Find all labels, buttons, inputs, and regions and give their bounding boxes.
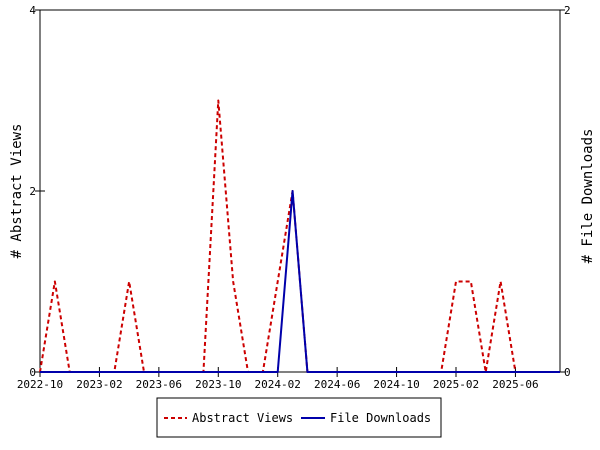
y-right-tick-label: 2 xyxy=(564,4,571,17)
legend-label-file-downloads: File Downloads xyxy=(330,411,431,425)
y-axis-left-title: # Abstract Views xyxy=(9,124,25,259)
legend: Abstract Views File Downloads xyxy=(156,397,442,438)
x-tick-label: 2023-10 xyxy=(195,378,241,391)
x-tick-label: 2023-02 xyxy=(76,378,122,391)
series-line-abstract-views xyxy=(39,99,560,373)
x-tick-label: 2023-06 xyxy=(136,378,182,391)
legend-label-abstract-views: Abstract Views xyxy=(192,411,293,425)
plot-area-frame xyxy=(39,9,561,373)
x-tick-label: 2024-06 xyxy=(314,378,360,391)
y-right-tick-label: 0 xyxy=(564,366,571,379)
y-left-tick-label: 4 xyxy=(29,4,36,17)
y-left-tick-label: 0 xyxy=(29,366,36,379)
y-axis-left: 0 2 4 xyxy=(29,4,45,379)
legend-box xyxy=(156,397,442,438)
x-tick-label: 2025-02 xyxy=(433,378,479,391)
series-line-file-downloads xyxy=(40,190,560,373)
y-axis-right-title: # File Downloads xyxy=(580,129,596,264)
x-tick-label: 2024-02 xyxy=(255,378,301,391)
x-tick-label: 2024-10 xyxy=(373,378,419,391)
x-tick-label: 2022-10 xyxy=(17,378,63,391)
x-axis: 2022-10 2023-02 2023-06 2023-10 2024-02 2024-… xyxy=(17,367,539,391)
x-tick-label: 2025-06 xyxy=(492,378,538,391)
y-axis-right: 02 xyxy=(555,4,571,379)
y-left-tick-label: 2 xyxy=(29,185,36,198)
series-layer xyxy=(39,99,561,373)
